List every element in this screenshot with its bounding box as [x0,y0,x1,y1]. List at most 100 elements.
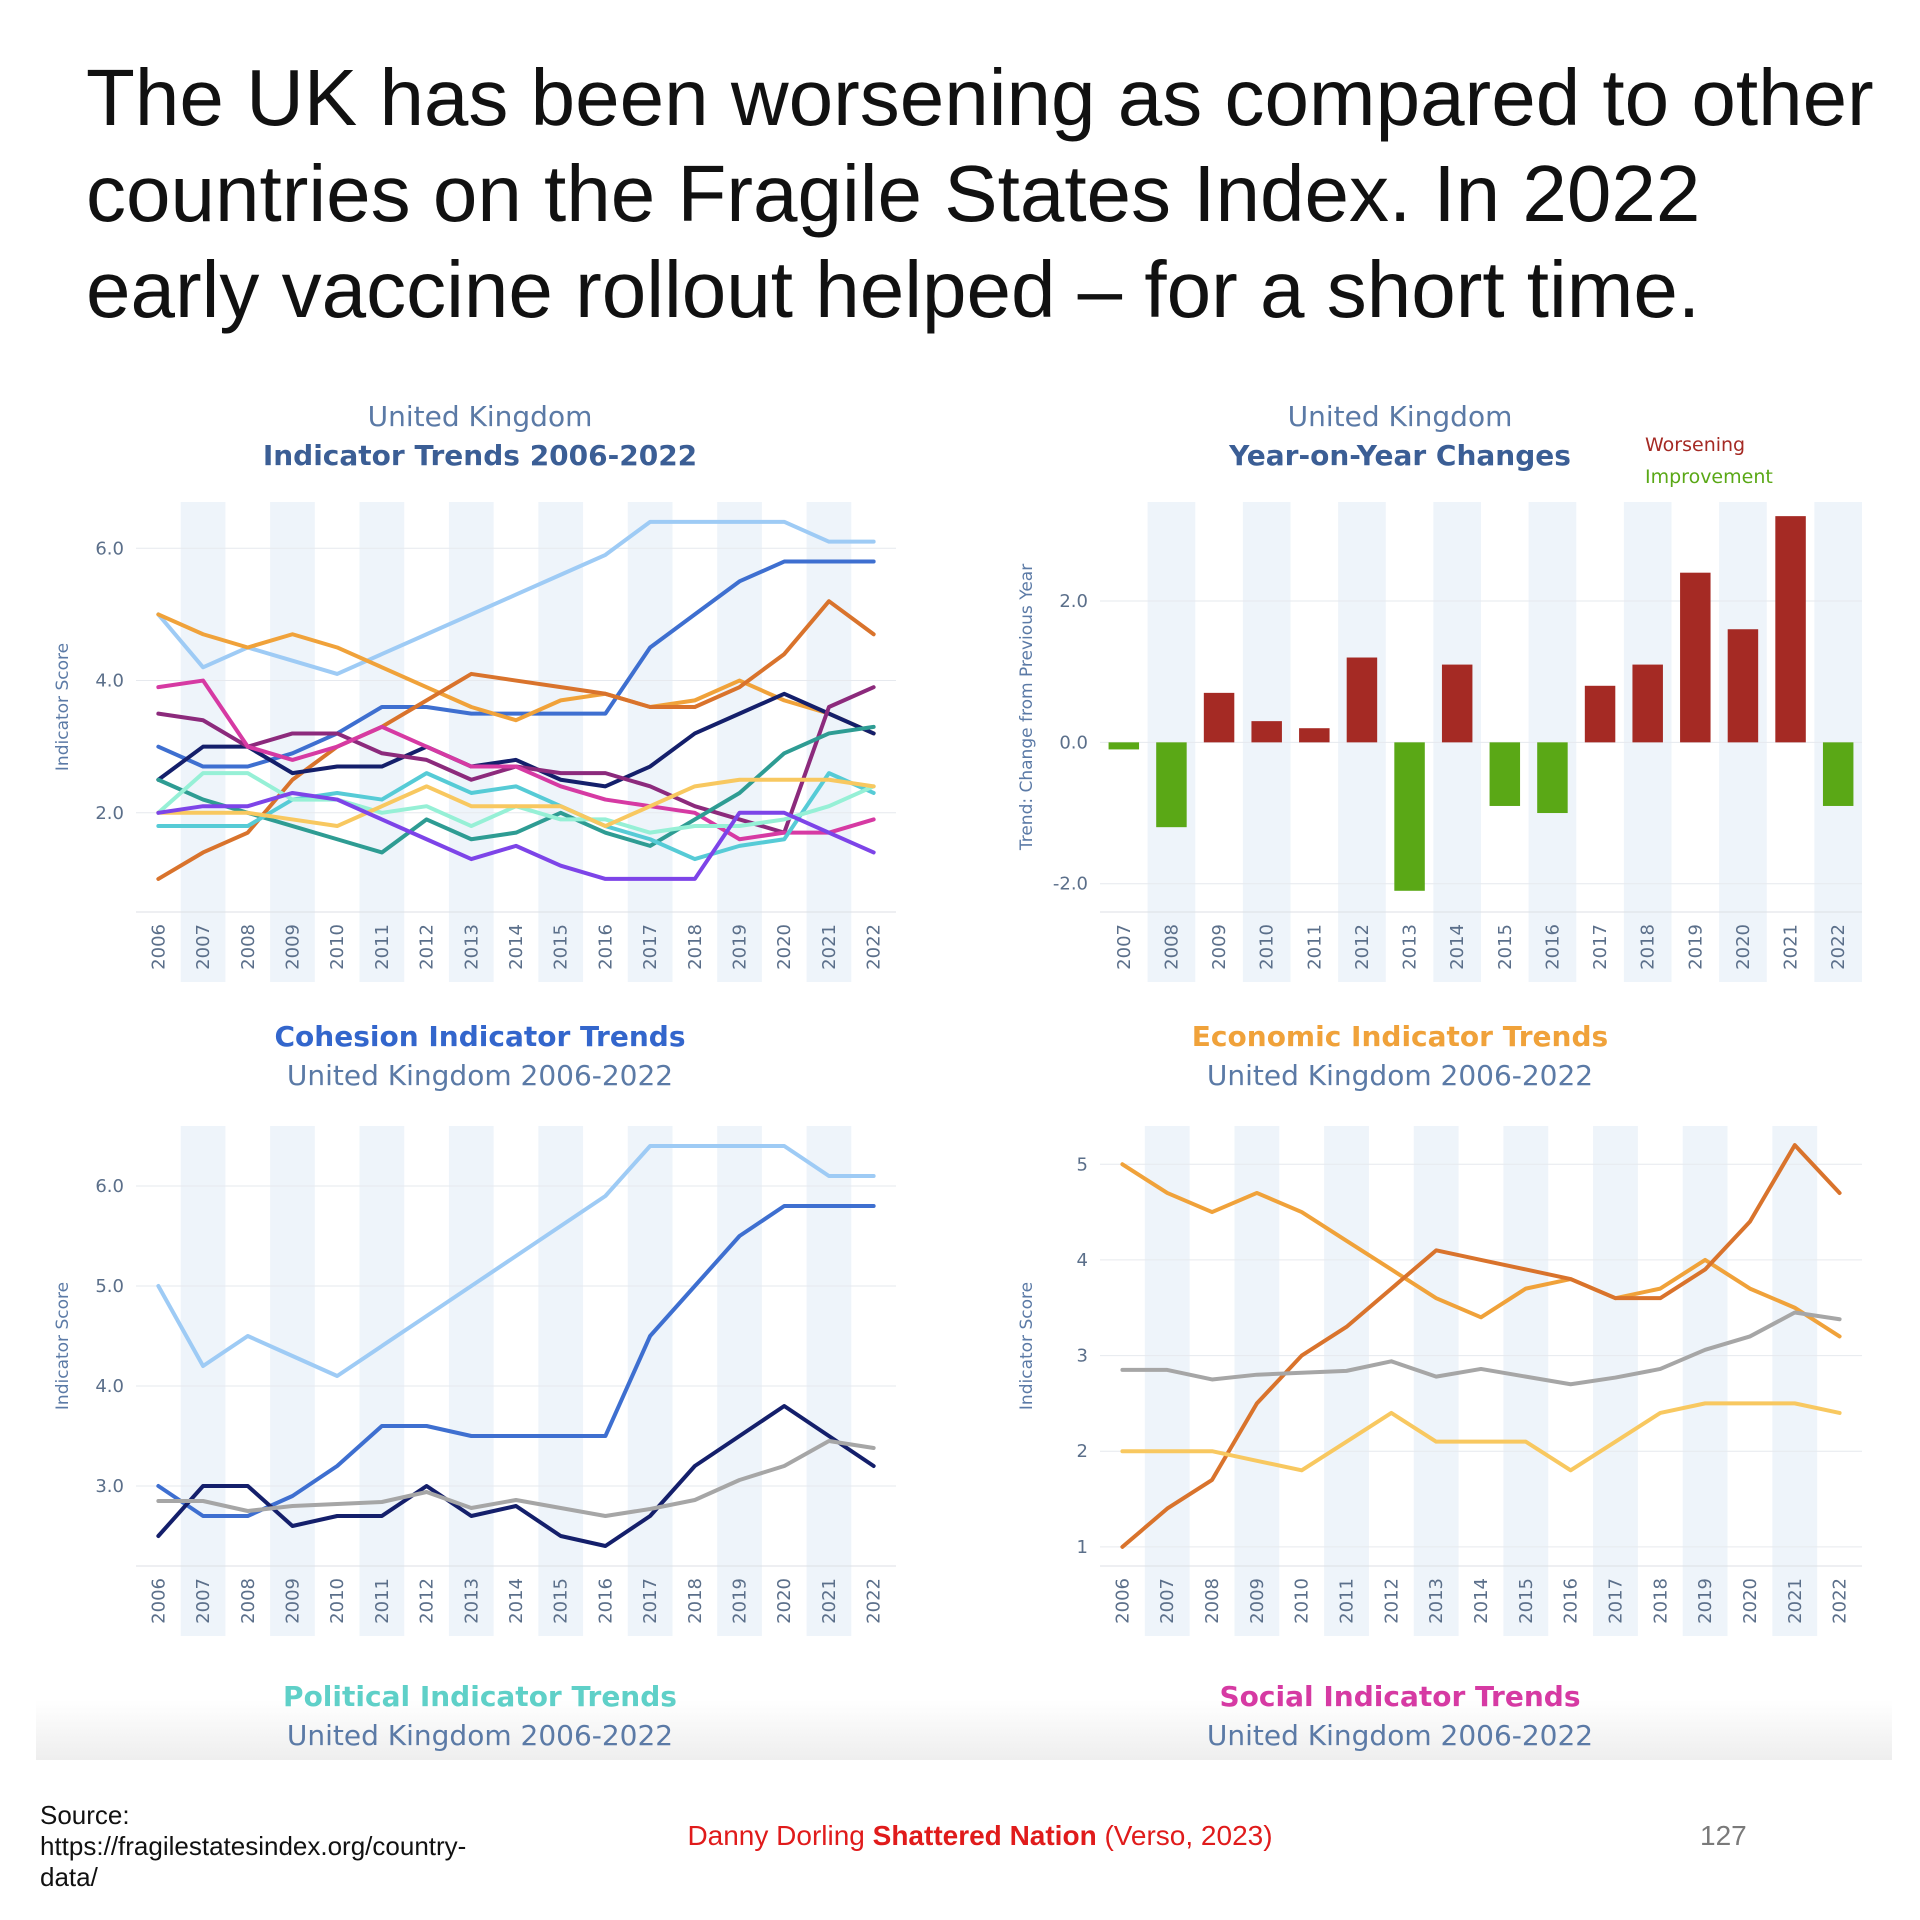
series-line [156,1439,876,1518]
x-tick-label: 2020 [774,1578,795,1624]
bar [1822,742,1854,806]
credit-book: Shattered Nation [872,1820,1097,1851]
y-tick-label: 0.0 [1059,732,1088,753]
background-band [1772,1126,1818,1636]
x-tick-label: 2017 [1605,1578,1626,1624]
background-band [448,1126,494,1636]
x-tick-label: 2018 [1638,924,1659,970]
y-tick-label: 2 [1077,1441,1088,1462]
x-tick-label: 2021 [819,924,840,970]
background-band [359,502,405,982]
bottom-fade [36,1700,1892,1760]
series-line [156,691,876,789]
series-line [156,612,876,736]
x-tick-label: 2020 [1740,1578,1761,1624]
x-tick-label: 2019 [730,1578,751,1624]
series-line [156,678,876,842]
series-line [156,1144,876,1378]
source-note: Source: https://fragilestatesindex.org/c… [40,1800,467,1892]
slide-headline: The UK has been worsening as compared to… [86,53,1874,334]
bar [1537,742,1568,814]
x-tick-label: 2009 [282,924,303,970]
indicator-trends-subtitle: United Kingdom [367,400,593,433]
background-band [627,1126,673,1636]
bar [1108,742,1140,750]
x-tick-label: 2016 [595,924,616,970]
x-tick-label: 2019 [730,924,751,970]
x-tick-label: 2012 [417,1578,438,1624]
x-tick-label: 2007 [1114,924,1135,970]
x-tick-label: 2017 [640,1578,661,1624]
x-tick-label: 2016 [1561,1578,1582,1624]
bar [1299,728,1330,743]
social-titles: Social Indicator Trends United Kingdom 2… [920,1680,1880,1752]
background-band [717,1126,762,1636]
background-band [180,502,226,982]
economic-titles: Economic Indicator Trends United Kingdom… [920,1020,1880,1092]
x-tick-label: 2012 [1381,1578,1402,1624]
x-tick-label: 2016 [1542,924,1563,970]
y-tick-label: 2.0 [95,803,124,824]
y-tick-label: 6.0 [95,1176,124,1197]
bar [1584,685,1616,743]
cohesion-chart: 3.0 4.0 5.0 6.0 2006 2007 2008 2009 2010 2011 2012… [53,1126,896,1636]
x-tick-label: 2022 [864,924,885,970]
x-tick-label: 2007 [193,924,214,970]
x-tick-label: 2015 [1495,924,1516,970]
x-tick-label: 2019 [1695,1578,1716,1624]
x-tick-label: 2006 [1112,1578,1133,1624]
legend-improvement: Improvement [1645,466,1773,488]
series-line [1120,1401,1842,1473]
x-tick-label: 2012 [417,924,438,970]
x-tick-label: 2020 [1733,924,1754,970]
x-tick-label: 2017 [640,924,661,970]
background-band [538,1126,584,1636]
bar [1727,629,1759,743]
bar [1489,742,1521,806]
x-tick-label: 2021 [1785,1578,1806,1624]
year-on-year-chart: -2.0 0.0 2.0 2007 2008 2009 2010 2011 2012 2013 20… [1017,502,1862,982]
social-subtitle: United Kingdom 2006-2022 [1206,1719,1594,1752]
x-tick-label: 2012 [1352,924,1373,970]
x-tick-label: 2018 [685,1578,706,1624]
series-line [156,559,876,769]
x-tick-label: 2018 [685,924,706,970]
y-axis-title: Trend: Change from Previous Year [1017,564,1037,851]
series-line [156,790,876,881]
x-tick-label: 2011 [1304,924,1325,970]
bar [1441,664,1473,743]
series-line [156,1204,876,1518]
y-tick-label: 6.0 [95,538,124,559]
x-tick-label: 2022 [864,1578,885,1624]
series-line [1120,1143,1842,1549]
background-band [1234,1126,1280,1636]
x-tick-label: 2007 [193,1578,214,1624]
x-tick-label: 2021 [1781,924,1802,970]
x-tick-label: 2010 [327,924,348,970]
x-tick-label: 2014 [506,924,527,970]
social-title: Social Indicator Trends [1219,1680,1581,1713]
y-tick-label: 3.0 [95,1476,124,1497]
series-line [156,777,876,829]
y-tick-label: 4.0 [95,671,124,692]
page-number: 127 [1700,1820,1747,1851]
x-tick-label: 2013 [461,924,482,970]
yoy-subtitle: United Kingdom [1287,400,1513,433]
x-tick-label: 2009 [1247,1578,1268,1624]
background-band [1324,1126,1369,1636]
x-tick-label: 2022 [1830,1578,1851,1624]
y-tick-label: 2.0 [1059,591,1088,612]
x-tick-label: 2010 [1292,1578,1313,1624]
yoy-title: Year-on-Year Changes [1229,439,1571,472]
x-tick-label: 2008 [238,1578,259,1624]
y-tick-label: 4 [1077,1250,1088,1271]
yoy-titles: United Kingdom Year-on-Year Changes [920,400,1880,472]
cohesion-subtitle: United Kingdom 2006-2022 [286,1059,674,1092]
y-axis-title: Indicator Score [53,1282,73,1410]
x-tick-label: 2015 [551,924,572,970]
x-tick-label: 2018 [1650,1578,1671,1624]
indicator-trends-titles: United Kingdom Indicator Trends 2006-202… [0,400,960,472]
x-tick-label: 2014 [1471,1578,1492,1624]
series-line [156,771,876,862]
bar [1394,742,1425,891]
